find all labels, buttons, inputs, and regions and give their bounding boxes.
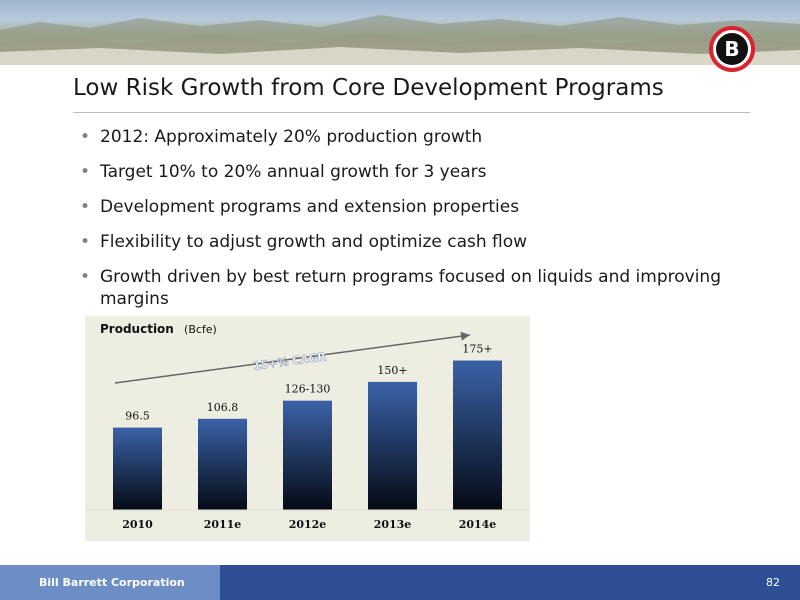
- x-tick-label-2014e: 2014e: [459, 518, 497, 531]
- bullet-item: • Target 10% to 20% annual growth for 3 y…: [78, 161, 738, 183]
- bullet-item: • 2012: Approximately 20% production grow…: [78, 126, 738, 148]
- bullet-list: • 2012: Approximately 20% production grow…: [78, 126, 738, 323]
- page-number: 82: [766, 576, 780, 589]
- x-tick-label-2013e: 2013e: [374, 518, 412, 531]
- bullet-item: • Development programs and extension prop…: [78, 196, 738, 218]
- bullet-item: • Growth driven by best return programs f…: [78, 266, 738, 310]
- footer-left-bar: [0, 565, 220, 600]
- data-label-2014e: 175+: [462, 343, 492, 356]
- x-tick-label-2011e: 2011e: [204, 518, 242, 531]
- production-chart-panel: Production (Bcfe) 15+% CAGR 96.5 2010 106.…: [85, 316, 530, 541]
- slide-title: Low Risk Growth from Core Development Pr…: [73, 75, 664, 101]
- bullet-icon: •: [80, 267, 91, 287]
- data-label-2013e: 150+: [377, 364, 407, 377]
- title-divider: [73, 112, 750, 113]
- data-label-2010: 96.5: [125, 410, 150, 423]
- bullet-icon: •: [80, 197, 91, 217]
- svg-text:Production (Bcfe): Production (Bcfe): [100, 322, 217, 336]
- footer-company-name: Bill Barrett Corporation: [39, 576, 185, 589]
- bar-2013e: [368, 381, 417, 510]
- chart-unit: (Bcfe): [184, 323, 217, 336]
- bullet-text: 2012: Approximately 20% production growt…: [100, 127, 483, 147]
- bullet-icon: •: [80, 162, 91, 182]
- x-tick-label-2010: 2010: [122, 518, 153, 531]
- bullet-text: Target 10% to 20% annual growth for 3 ye…: [100, 162, 487, 182]
- bullet-text: Growth driven by best return programs fo…: [100, 267, 721, 309]
- bullet-item: • Flexibility to adjust growth and optimi…: [78, 231, 738, 253]
- header-banner: [0, 0, 800, 65]
- bar-2012e: [283, 400, 332, 510]
- logo-letter: B: [724, 37, 739, 61]
- production-chart: Production (Bcfe) 15+% CAGR 96.5 2010 106.…: [85, 322, 530, 531]
- mountain-landscape-image: [0, 15, 800, 65]
- footer-right-bar: [220, 565, 800, 600]
- bullet-text: Development programs and extension prope…: [100, 197, 520, 217]
- cagr-annotation: 15+% CAGR: [252, 350, 327, 373]
- bar-2010: [113, 427, 162, 510]
- cagr-arrow: [114, 331, 471, 384]
- bar-2011e: [198, 418, 247, 510]
- company-logo: B: [709, 26, 755, 72]
- x-tick-label-2012e: 2012e: [289, 518, 327, 531]
- bullet-icon: •: [80, 127, 91, 147]
- chart-title: Production: [100, 322, 174, 336]
- data-label-2011e: 106.8: [207, 401, 239, 414]
- bar-2014e: [453, 360, 502, 510]
- bullet-text: Flexibility to adjust growth and optimiz…: [100, 232, 528, 252]
- data-label-2012e: 126-130: [285, 383, 331, 396]
- bullet-icon: •: [80, 232, 91, 252]
